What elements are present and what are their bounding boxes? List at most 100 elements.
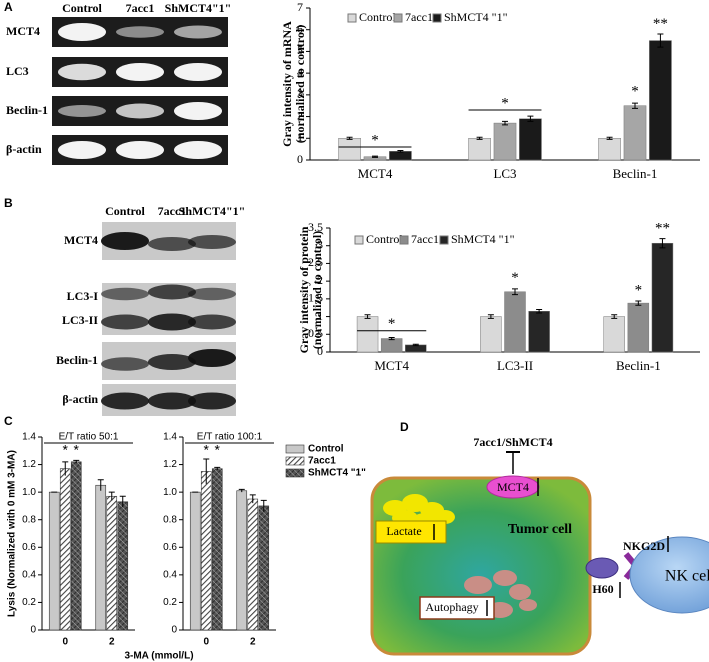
- error-bar: [388, 336, 395, 341]
- legend-label: ShMCT4 "1": [451, 232, 515, 246]
- error-bar: [527, 115, 534, 122]
- bar: [247, 498, 259, 631]
- diagram: 7acc1/ShMCT4 MCT4 Tumor cell Lactate Aut…: [370, 435, 709, 656]
- bar: [258, 505, 270, 631]
- bar: [70, 461, 82, 631]
- blot-band: [101, 287, 149, 301]
- bar: [95, 484, 107, 631]
- bar: [468, 138, 491, 161]
- x-tick-label: LC3: [493, 166, 516, 181]
- y-tick-label: 0.6: [22, 542, 36, 553]
- legend-swatch: [432, 13, 442, 23]
- error-bar: [260, 499, 267, 512]
- y-tick-label: 1.4: [22, 432, 36, 443]
- row-label: Beclin-1: [6, 103, 48, 117]
- blot-band: [116, 141, 164, 159]
- autophagy-label: Autophagy: [425, 600, 478, 614]
- legend-label: 7acc1: [405, 10, 433, 24]
- row-label: MCT4: [6, 24, 40, 38]
- row-label: MCT4: [64, 233, 98, 247]
- inhibitor-label: 7acc1/ShMCT4: [473, 435, 552, 449]
- blot-band: [116, 103, 164, 119]
- error-bar: [657, 33, 664, 48]
- legend-label: 7acc1: [411, 232, 439, 246]
- error-bar: [203, 458, 210, 484]
- y-tick-label: 2: [317, 273, 323, 287]
- y-tick-label: 0.5: [308, 326, 323, 340]
- x-tick-label: 2: [109, 637, 115, 648]
- y-tick-label: 7: [297, 0, 303, 14]
- panel-label: A: [4, 0, 13, 14]
- annotation: *: [501, 95, 509, 111]
- y-tick-label: 1.0: [22, 487, 36, 498]
- annotation: *: [63, 442, 69, 458]
- subplot-title: E/T ratio 100:1: [197, 432, 263, 443]
- blot-band: [148, 284, 196, 300]
- bar: [380, 338, 403, 353]
- row-label: β-actin: [6, 142, 42, 156]
- y-axis-label: Gray intensity of protein: [297, 226, 311, 353]
- legend-swatch: [399, 235, 409, 245]
- bar: [356, 316, 379, 353]
- y-axis-label: Gray intensity of mRNA: [280, 21, 294, 147]
- annotation: *: [74, 442, 80, 458]
- legend-swatch: [285, 444, 305, 454]
- y-tick-label: 0.2: [22, 597, 36, 608]
- legend-label: ShMCT4 "1": [444, 10, 508, 24]
- legend-label: Control: [366, 232, 403, 246]
- error-bar: [73, 459, 80, 464]
- transporter-label: MCT4: [497, 480, 529, 494]
- bar: [106, 495, 118, 631]
- error-bar: [476, 136, 483, 140]
- y-tick-label: 4: [297, 65, 303, 79]
- y-tick-label: 0.8: [22, 514, 36, 525]
- y-tick-label: 0.2: [163, 597, 177, 608]
- nk-cell-label: NK cell: [665, 568, 709, 585]
- x-tick-label: 2: [250, 637, 256, 648]
- y-tick-label: 1.5: [308, 291, 323, 305]
- error-bar: [397, 149, 404, 153]
- blot-band: [188, 392, 236, 410]
- y-tick-label: 0.8: [163, 514, 177, 525]
- legend-swatch: [347, 13, 357, 23]
- blot-band: [148, 392, 196, 410]
- x-tick-label: 0: [203, 637, 209, 648]
- bar: [59, 468, 71, 631]
- blot-band: [116, 26, 164, 38]
- y-tick-label: 5: [297, 43, 303, 57]
- bar: [493, 122, 517, 161]
- blot-band: [148, 313, 196, 331]
- y-tick-label: 6: [297, 21, 303, 35]
- annotation: *: [388, 316, 396, 332]
- blot-band: [174, 63, 222, 81]
- western-blots: Control 7acc1 ShMCT4"1"MCT4LC3Beclin-1β-ac…: [6, 1, 245, 416]
- y-tick-label: 1: [317, 308, 323, 322]
- lane-label: ShMCT4"1": [179, 204, 246, 218]
- h60-label: H60: [592, 582, 613, 596]
- y-tick-label: 1.0: [163, 487, 177, 498]
- bar: [649, 40, 672, 161]
- legend-swatch: [393, 13, 403, 23]
- blot-band: [58, 63, 106, 81]
- bar: [504, 291, 526, 353]
- autophagy-box: [419, 596, 495, 620]
- blot-band: [58, 141, 106, 159]
- lactate-label: Lactate: [386, 524, 421, 538]
- error-bar: [62, 461, 69, 476]
- annotation: *: [371, 132, 379, 148]
- y-tick-label: 2: [297, 108, 303, 122]
- lactate-box: [375, 520, 447, 544]
- y-tick-label: 1: [297, 130, 303, 144]
- y-tick-label: 0: [30, 625, 36, 636]
- annotation: *: [511, 270, 519, 286]
- panel-c: 00.20.40.60.81.01.21.40 2E/T ratio 50:1* *…: [7, 432, 366, 662]
- x-tick-label: Beclin-1: [613, 166, 658, 181]
- y-tick-label: 0: [317, 344, 323, 358]
- annotation: *: [204, 442, 210, 458]
- legend-swatch: [354, 235, 364, 245]
- error-bar: [372, 155, 378, 158]
- y-tick-label: 1.2: [22, 459, 36, 470]
- annotation: **: [655, 221, 670, 237]
- error-bar: [487, 314, 494, 319]
